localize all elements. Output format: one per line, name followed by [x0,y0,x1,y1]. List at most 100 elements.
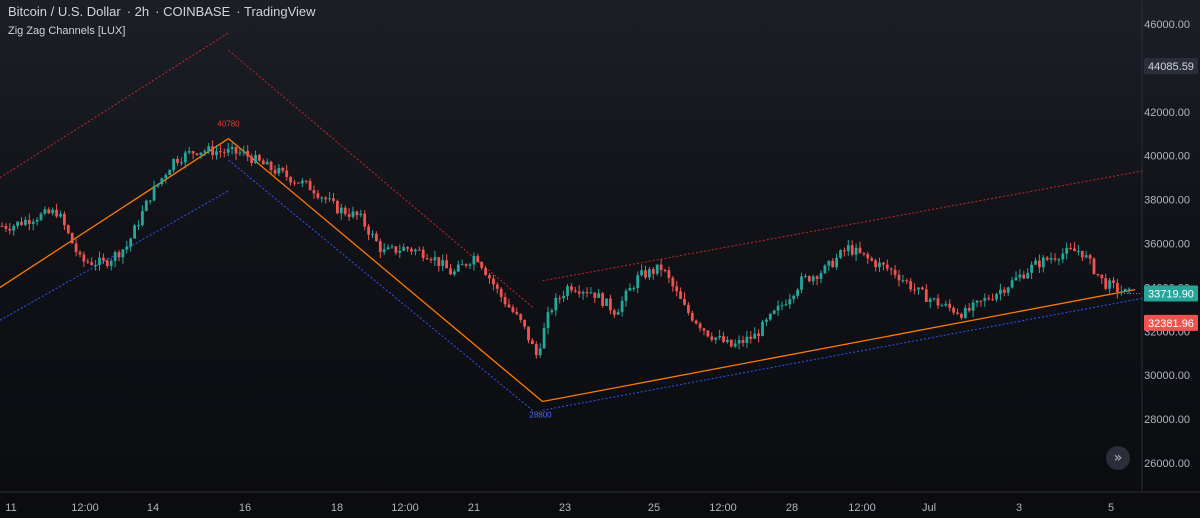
candle [238,148,242,157]
candle [601,292,604,308]
candle [211,140,214,160]
candle [523,319,526,330]
candle [546,306,550,335]
candle [983,293,987,307]
candle-body [343,207,347,215]
candle-body [659,264,663,271]
candle-body [733,343,737,347]
candle-body [304,180,308,182]
candle-body [573,290,577,292]
candle-body [1010,280,1014,288]
candle-body [932,298,936,300]
candle [659,259,663,277]
candle-body [273,169,277,174]
candle [70,232,74,244]
candle [203,148,207,157]
candle [636,271,640,294]
candle-body [172,158,175,171]
candle-body [882,262,885,265]
candle-body [261,160,265,165]
candle [702,327,706,336]
candle [47,207,51,215]
candle [484,265,487,276]
candle [164,173,168,184]
candle-body [289,177,292,183]
candle [82,251,86,267]
candle-body [1045,257,1049,260]
candle [125,240,129,254]
candle [1034,257,1037,266]
candle-body [125,246,129,250]
x-tick-label: 12:00 [71,502,99,514]
candle [800,272,803,294]
candle [694,319,698,325]
chart-title: Bitcoin / U.S. Dollar · 2h · COINBASE · Tra… [8,4,316,19]
candle [640,264,643,277]
candle-body [745,336,749,343]
candle [995,292,998,302]
candle [796,287,799,299]
candle-body [651,269,655,274]
candle-body [1119,291,1123,293]
candle [336,199,339,215]
candle-body [570,286,573,291]
candle [1108,277,1111,294]
candle [554,293,558,317]
candle-body [300,180,304,184]
candle [839,249,842,260]
candle-body [449,268,452,275]
candle-body [90,262,94,265]
candle-body [445,260,448,269]
candle [1069,242,1072,251]
candle-body [31,221,35,224]
candle [207,142,211,155]
candle-body [258,154,261,161]
candle [460,259,464,266]
candle [129,237,133,252]
candle-body [86,261,90,263]
candle-body [129,238,133,247]
candle [874,258,877,272]
candle-body [819,273,823,279]
candle-body [893,269,897,275]
candle-body [312,190,316,194]
candle [24,216,27,227]
interval-label: 2h [134,4,150,19]
candle [741,335,745,347]
candle-body [441,260,445,267]
candle-body [55,209,58,217]
pivot-high-label: 40780 [217,120,240,129]
candle [172,158,175,173]
candle [63,211,66,231]
candle-body [905,280,909,282]
candle-body [593,292,597,298]
candle [765,317,768,327]
candle-body [1049,258,1053,260]
candle [4,223,8,233]
candle-body [230,147,234,149]
candle [889,267,893,276]
candle [78,250,82,258]
candle-body [690,312,694,321]
candle [437,257,441,272]
candle-body [211,146,214,156]
candle [273,165,277,176]
candle-body [1088,255,1092,259]
candle [258,153,261,162]
candle [999,283,1002,301]
candle-body [27,219,31,224]
candle [515,307,519,316]
candle-body [800,276,803,290]
candle-body [242,150,246,153]
candle [433,250,437,267]
scroll-to-realtime-button[interactable]: » [1106,446,1130,470]
candle [519,313,523,323]
candle-body [901,280,905,282]
candle [1123,288,1127,292]
candle-body [238,152,242,154]
candle [570,283,573,293]
x-tick-label: 14 [147,502,159,514]
candle [109,258,113,271]
candle-body [472,255,476,265]
